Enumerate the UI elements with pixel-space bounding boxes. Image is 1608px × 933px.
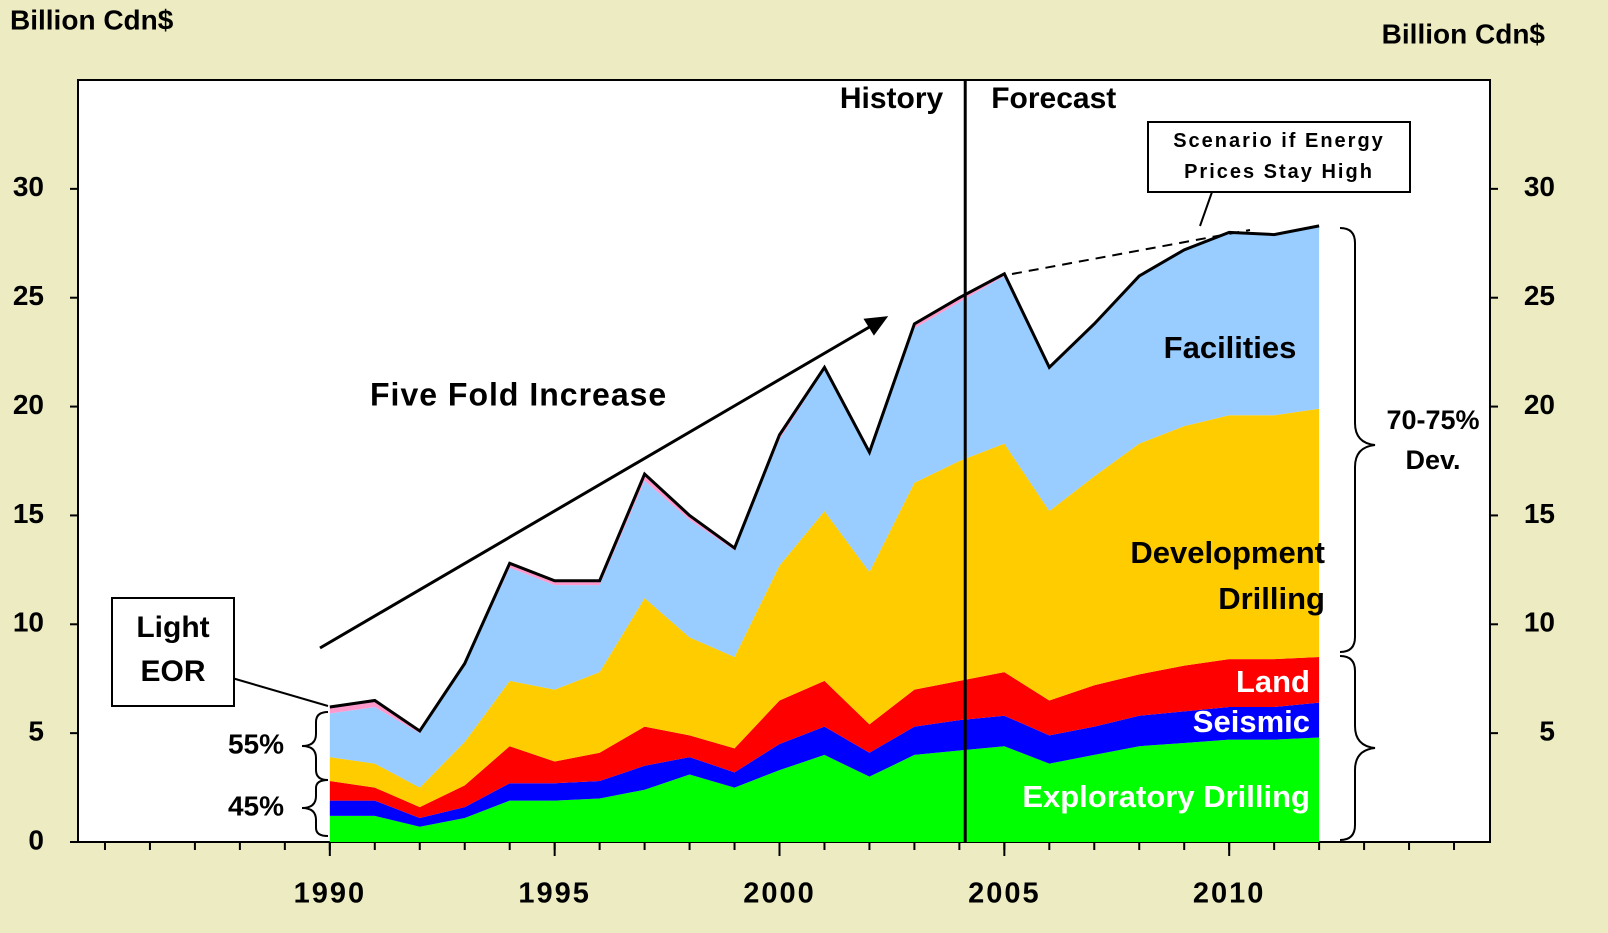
x-tick-label: 2000 bbox=[743, 878, 816, 910]
callout-box bbox=[111, 597, 235, 707]
share-label: 55% bbox=[228, 728, 284, 759]
series-label: Light EOR bbox=[136, 611, 210, 688]
callout-pointer bbox=[1199, 191, 1213, 227]
area bbox=[329, 408, 1320, 808]
brace bbox=[1339, 227, 1376, 653]
y2-axis-title: Billion Cdn$ bbox=[1382, 18, 1546, 49]
share-label: 45% bbox=[228, 790, 284, 821]
y2-tick-label: 15 bbox=[1524, 498, 1555, 529]
series-label: Facilities bbox=[1163, 330, 1297, 365]
y-tick-label: 30 bbox=[13, 171, 44, 202]
brace bbox=[301, 779, 329, 837]
scenario-line bbox=[1011, 229, 1251, 275]
y-tick-label: 20 bbox=[13, 389, 44, 420]
y-tick-label: 25 bbox=[13, 280, 44, 311]
y-tick-label: 5 bbox=[28, 716, 44, 747]
y2-tick-label: 10 bbox=[1524, 607, 1555, 638]
series-label: Land bbox=[1235, 664, 1310, 699]
decorations bbox=[231, 191, 1376, 841]
x-tick-label: 2010 bbox=[1193, 878, 1266, 910]
area bbox=[329, 702, 1320, 827]
x-tick-label: 1990 bbox=[294, 878, 367, 910]
y2-tick-label: 30 bbox=[1524, 171, 1555, 202]
y2-tick-label: 25 bbox=[1524, 280, 1555, 311]
y-tick-label: 0 bbox=[28, 824, 44, 855]
y2-tick-label: 20 bbox=[1524, 389, 1555, 420]
dev-share-label: 70-75% Dev. bbox=[1386, 405, 1480, 475]
trend-arrow bbox=[319, 320, 879, 650]
area bbox=[329, 656, 1320, 819]
series-label: Seismic bbox=[1192, 704, 1310, 739]
callout-pointer bbox=[231, 677, 329, 707]
scenario-label: Scenario if Energy Prices Stay High bbox=[1173, 130, 1385, 183]
brace bbox=[301, 711, 329, 781]
history-label: History bbox=[840, 82, 944, 115]
series-label: Exploratory Drilling bbox=[1022, 779, 1310, 814]
trend-label: Five Fold Increase bbox=[370, 376, 667, 412]
total-outline bbox=[329, 224, 1320, 734]
callout-box bbox=[1147, 121, 1411, 193]
y-axis-title: Billion Cdn$ bbox=[10, 4, 174, 35]
brace bbox=[1339, 655, 1376, 841]
area bbox=[329, 225, 1320, 788]
x-tick-label: 2005 bbox=[968, 878, 1041, 910]
y-tick-label: 15 bbox=[13, 498, 44, 529]
y2-tick-label: 5 bbox=[1539, 716, 1555, 747]
y-tick-label: 10 bbox=[13, 607, 44, 638]
series-label: Development Drilling bbox=[1130, 535, 1325, 616]
forecast-label: Forecast bbox=[991, 82, 1116, 115]
arrow-head bbox=[863, 316, 889, 336]
x-tick-label: 1995 bbox=[518, 878, 591, 910]
area bbox=[329, 737, 1320, 842]
